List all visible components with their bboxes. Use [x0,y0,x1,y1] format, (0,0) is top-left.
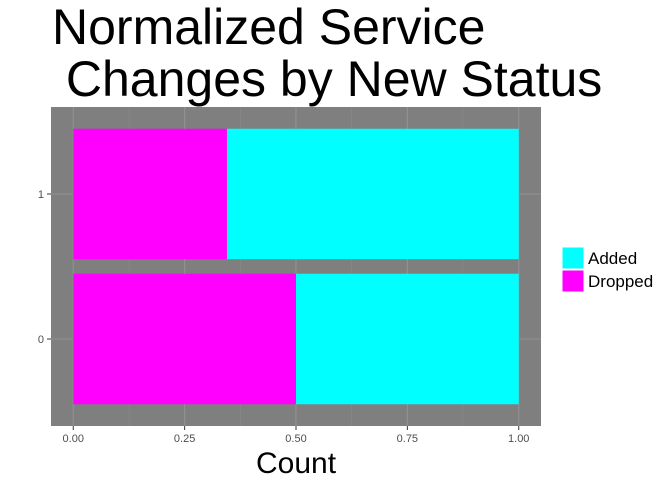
x-tick-label: 0.25 [174,433,195,445]
x-axis-title: Count [256,447,337,480]
chart-title-line-2: Changes by New Status [52,51,602,107]
legend-key-added [561,246,585,270]
x-tick-label: 0.50 [285,433,306,445]
x-tick-label: 0.75 [397,433,418,445]
y-tick-label: 0 [38,334,44,346]
chart-title-line-1: Normalized Service [52,0,485,55]
bars [73,128,519,405]
bar-added-1 [226,128,519,260]
legend-label-added: Added [588,249,637,268]
legend: Added Dropped [561,246,653,293]
y-tick-label: 1 [38,189,44,201]
legend-key-dropped [561,269,585,293]
x-tick-label: 0.00 [63,433,84,445]
bar-dropped-1 [73,128,227,260]
bar-added-0 [296,273,519,405]
y-axis: 01 [38,189,51,346]
legend-label-dropped: Dropped [588,272,653,291]
x-axis: 0.00 0.25 0.50 0.75 1.00 [63,426,529,445]
bar-dropped-0 [73,273,296,405]
x-tick-label: 1.00 [508,433,529,445]
